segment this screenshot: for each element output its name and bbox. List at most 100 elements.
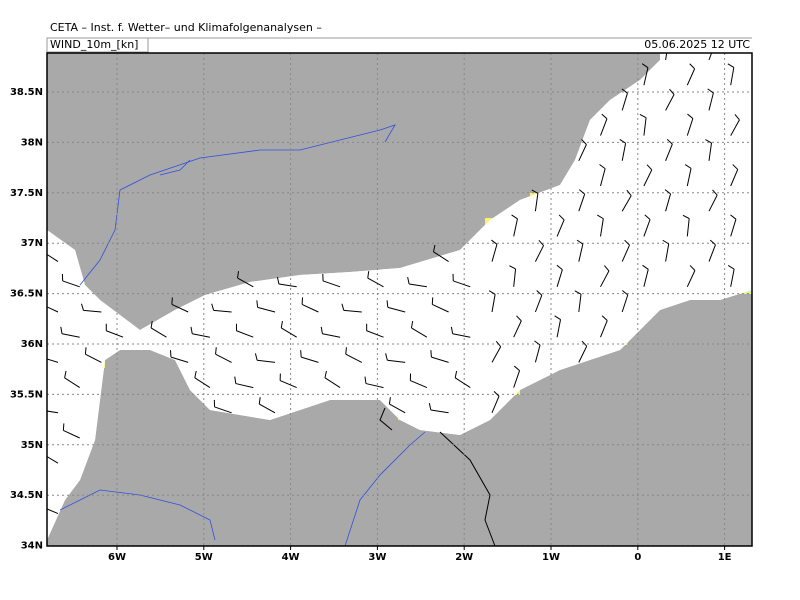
lat-label: 37N [21, 238, 43, 249]
barb-feather [43, 245, 44, 252]
barb-feather [734, 114, 740, 121]
barb-feather [644, 214, 651, 220]
barb-staff [215, 353, 232, 363]
barb-feather [574, 290, 582, 295]
barb-staff [621, 93, 628, 111]
barb-feather [727, 264, 735, 270]
barb-staff [708, 92, 714, 111]
barb-feather [619, 138, 626, 144]
barb-staff [600, 320, 608, 338]
barb-staff [708, 194, 718, 212]
barb-staff [409, 283, 427, 288]
barb-staff [730, 269, 735, 287]
barb-feather [495, 340, 502, 347]
barb-staff [578, 243, 584, 262]
barb-feather [687, 113, 694, 119]
barb-feather [385, 353, 388, 361]
barb-staff [47, 456, 59, 464]
barb-staff [431, 356, 449, 363]
barb-staff [85, 353, 102, 363]
barb-staff [491, 346, 502, 363]
barb-staff [621, 195, 632, 212]
barb-staff [534, 344, 541, 363]
barb-feather [60, 326, 63, 334]
barb-staff [214, 406, 232, 414]
barb-staff [708, 142, 713, 161]
lat-label: 35.5N [10, 389, 43, 400]
barb-staff [600, 270, 610, 288]
barb-staff [730, 67, 735, 86]
barb-feather [689, 265, 696, 271]
barb-staff [281, 327, 297, 338]
barb-feather [364, 376, 367, 384]
barb-staff [47, 410, 59, 414]
lon-label: 1E [718, 552, 732, 563]
barb-staff [257, 306, 276, 313]
barb-feather [493, 390, 500, 397]
barb-feather [581, 139, 587, 145]
barb-feather [428, 403, 432, 411]
barb-staff [389, 403, 406, 414]
barb-feather [430, 350, 432, 358]
barb-feather [488, 290, 496, 295]
barb-feather [599, 164, 606, 170]
barb-staff [433, 251, 449, 263]
barb-feather [601, 315, 608, 321]
barb-feather [597, 214, 604, 220]
barb-staff [513, 370, 521, 388]
lon-label: 6W [108, 552, 126, 563]
barb-feather [705, 139, 712, 144]
barb-staff [730, 119, 740, 136]
barb-staff [665, 243, 670, 262]
barb-feather [454, 370, 458, 378]
barb-feather [194, 370, 197, 378]
barb-staff [534, 245, 545, 262]
field-box [46, 37, 149, 53]
barb-staff [621, 143, 627, 161]
lat-label: 37.5N [10, 188, 43, 199]
map [39, 53, 752, 546]
barb-feather [280, 320, 283, 329]
barb-staff [236, 330, 254, 338]
barb-staff [324, 377, 341, 389]
barb-staff [47, 253, 59, 263]
barb-staff [513, 268, 517, 287]
lon-label: 4W [282, 552, 300, 563]
barb-staff [513, 218, 518, 237]
barb-feather [433, 244, 436, 252]
barb-feather [534, 340, 541, 346]
lat-label: 38.5N [10, 87, 43, 98]
barb-staff [665, 53, 668, 61]
barb-staff [578, 294, 582, 313]
barb-staff [686, 270, 696, 288]
lon-label: 5W [195, 552, 213, 563]
barb-staff [730, 169, 739, 187]
barb-staff [665, 143, 673, 161]
barb-feather [604, 265, 610, 272]
barb-staff [235, 383, 254, 389]
barb-feather [254, 353, 258, 361]
barb-staff [708, 244, 716, 262]
barb-feather [300, 350, 302, 358]
barb-staff [47, 508, 59, 515]
barb-staff [410, 380, 428, 389]
barb-staff [686, 168, 692, 187]
barb-feather [646, 164, 653, 171]
barb-staff [600, 218, 604, 237]
barb-staff [366, 330, 384, 338]
barb-feather [388, 397, 391, 405]
barb-staff [643, 67, 649, 86]
barb-staff [556, 269, 563, 287]
barb-staff [63, 429, 80, 439]
barb-staff [345, 353, 363, 363]
barb-feather [666, 138, 673, 145]
barb-staff [452, 333, 471, 338]
borders [379, 407, 496, 546]
barb-staff [643, 219, 651, 237]
barb-feather [39, 403, 40, 410]
lon-label: 3W [368, 552, 386, 563]
graticule [47, 53, 752, 546]
barb-staff [665, 193, 672, 212]
barb-staff [62, 280, 80, 288]
